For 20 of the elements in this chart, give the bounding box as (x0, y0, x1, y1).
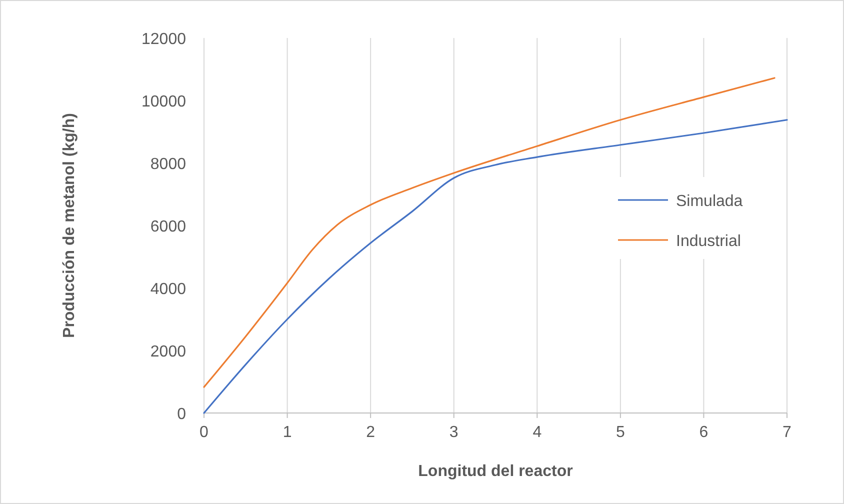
x-tick-label: 3 (449, 424, 458, 441)
x-tick-label: 7 (782, 424, 792, 441)
y-tick-label: 0 (177, 406, 186, 423)
y-tick-label: 2000 (150, 344, 186, 360)
x-tick-label: 4 (532, 424, 542, 441)
x-tick-label: 0 (200, 424, 209, 441)
x-tick-label: 6 (699, 424, 708, 441)
x-axis-title: Longitud del reactor (418, 463, 573, 480)
line-series (203, 77, 776, 388)
legend-label: Industrial (676, 233, 741, 250)
legend-label: Simulada (676, 193, 743, 210)
y-tick-label: 12000 (142, 31, 186, 48)
y-axis-title: Producción de metanol (kg/h) (61, 113, 78, 338)
x-tick-label: 1 (282, 424, 292, 441)
x-tick-label: 2 (366, 424, 376, 441)
y-tick-label: 6000 (150, 218, 186, 236)
x-tick-label: 5 (616, 424, 625, 441)
y-tick-label: 8000 (150, 156, 186, 173)
y-tick-label: 4000 (150, 281, 186, 298)
y-tick-label: 10000 (142, 94, 186, 110)
